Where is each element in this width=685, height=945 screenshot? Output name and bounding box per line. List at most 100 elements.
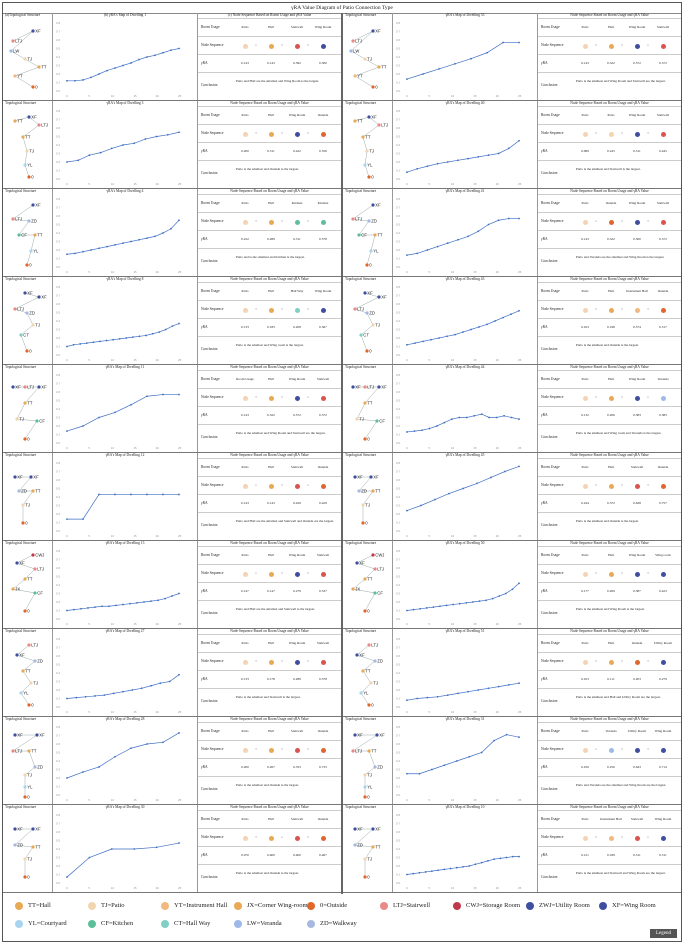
room-usage-label: Room Usage xyxy=(541,729,560,733)
conclusion-text: Patio and Hall are the smallest and Stai… xyxy=(236,607,315,611)
map-x-tick: 20 xyxy=(156,886,160,890)
topology-node-label: 0 xyxy=(27,436,30,441)
node-sequence-dot xyxy=(294,395,300,401)
map-point xyxy=(432,606,435,608)
gra-value: 0.143 xyxy=(241,413,249,417)
map-x-tick: 15 xyxy=(473,798,477,802)
legend-item: CWJ=Storage Room xyxy=(453,899,520,913)
node-sequence-dot xyxy=(268,219,274,225)
sequence-operator: < xyxy=(281,131,283,135)
map-y-tick: 0.5 xyxy=(56,487,61,491)
map-point xyxy=(412,872,415,875)
map-line xyxy=(406,42,519,80)
table-row: γRA 0.070 0.400 0.400 0.467 xyxy=(198,847,341,865)
topology-edge xyxy=(28,116,40,126)
map-y-tick: 0.6 xyxy=(396,126,401,130)
sequence-operator: = xyxy=(595,747,597,751)
map-x-tick: 10 xyxy=(111,270,115,274)
map-x-tick: 10 xyxy=(451,270,455,274)
map-point xyxy=(112,692,115,695)
room-usage-value: Patio xyxy=(241,465,249,469)
map-title: (b) γRA's Map of Dwelling 1 xyxy=(103,13,147,17)
map-x-tick: 5 xyxy=(428,886,430,890)
map-point xyxy=(82,250,84,253)
table-row: Node Sequence < < < xyxy=(538,301,681,319)
map-x-tick: 20 xyxy=(496,270,500,274)
gra-line-chart: 0.00.10.20.30.40.50.60.70.80 5 10 15 20 25 xyxy=(396,285,522,362)
map-title: γRA's Map of Dwelling 44 xyxy=(445,365,485,369)
map-point xyxy=(162,232,164,234)
topology-edge xyxy=(364,150,368,166)
map-title: γRA's Map of Dwelling 31 xyxy=(445,717,485,721)
map-title: γRA's Map of Dwelling 45 xyxy=(445,453,485,457)
topology-edge xyxy=(24,766,36,776)
node-sequence-dot xyxy=(242,483,248,489)
room-usage-value: Patio xyxy=(241,289,249,293)
map-point xyxy=(82,771,84,773)
map-point xyxy=(495,416,498,419)
topology-node xyxy=(13,74,17,78)
map-point xyxy=(430,870,433,872)
topology-node xyxy=(13,843,17,847)
topology-node-label: 0 xyxy=(29,262,32,267)
room-usage-value: Outside xyxy=(317,817,329,821)
map-point xyxy=(122,144,124,146)
room-usage-value: Instrument Hall xyxy=(600,817,622,821)
topology-node-label: LTJ xyxy=(37,566,44,571)
table-row: γRA 0.200 0.267 0.333 0.733 xyxy=(198,759,341,777)
map-title: γRA's Map of Dwelling 11 xyxy=(105,365,145,369)
topology-node-label: CT xyxy=(363,332,369,337)
map-y-tick: 0.3 xyxy=(396,768,401,772)
topology-node xyxy=(349,49,353,53)
room-usage-value: Outside xyxy=(317,113,329,117)
map-y-tick: 0.8 xyxy=(396,637,401,641)
topology-edge xyxy=(364,292,380,298)
room-usage-value: Stairwell xyxy=(290,465,304,469)
room-usage-value: Patio xyxy=(581,289,589,293)
node-sequence-dot xyxy=(660,307,666,313)
room-usage-value: Patio xyxy=(241,25,249,29)
map-point xyxy=(162,51,164,54)
legend-item: CT=Hall Way xyxy=(161,917,210,931)
map-x-tick: 15 xyxy=(473,358,477,362)
table-row: Node Sequence = < < xyxy=(538,741,681,759)
map-x-tick: 25 xyxy=(518,358,522,362)
map-line xyxy=(406,218,519,256)
map-point xyxy=(178,219,180,222)
topology-node xyxy=(355,561,359,565)
table-row: Conclusion Patio is the smallest and Wing… xyxy=(538,425,681,452)
map-cell: γRA's Map of Dwelling 40 0.0 0.1 0.2 0.3 0.4 0… xyxy=(393,101,538,188)
map-y-tick: 0.4 xyxy=(56,847,61,851)
room-usage-label: Room Usage xyxy=(541,113,560,117)
map-point xyxy=(422,73,424,75)
gra-value: 0.311 xyxy=(293,237,301,241)
map-x-tick: 0 xyxy=(406,622,408,626)
map-point xyxy=(122,64,124,67)
topology-node xyxy=(25,349,29,353)
gra-value: 0.178 xyxy=(267,677,275,681)
gra-value: 0.206 xyxy=(607,413,615,417)
topology-node-label: ZD xyxy=(377,658,383,663)
map-x-tick: 15 xyxy=(473,710,477,714)
map-y-tick: 0.1 xyxy=(396,609,401,613)
sequence-operator: < xyxy=(621,571,623,575)
room-usage-value: Veranda xyxy=(657,377,669,381)
topology-cell: Topological Structure XF XF LTJ TT ZD TJ YL 0 xyxy=(3,717,53,804)
dwelling-row: Topological Structure XF XF LTJ TT ZD TJ YL 0 γRA… xyxy=(3,717,341,805)
map-y-tick: 0.5 xyxy=(396,839,401,843)
map-point xyxy=(446,161,449,163)
table-title: Node Sequence Based on Room Usage and γR… xyxy=(538,717,681,723)
legend-label: LW=Veranda xyxy=(247,920,282,927)
map-point xyxy=(406,343,408,346)
legend-label: ZWJ=Utility Room xyxy=(539,902,590,909)
topology-edge xyxy=(352,218,370,222)
room-usage-label: Room Usage xyxy=(201,553,220,557)
map-y-tick: 0.1 xyxy=(56,609,61,613)
topology-node xyxy=(353,733,357,737)
topology-node xyxy=(33,659,37,663)
map-y-tick: 0.6 xyxy=(56,390,61,394)
topology-node-label: XF xyxy=(357,826,363,831)
map-y-tick: 0.7 xyxy=(56,470,61,474)
topology-node xyxy=(363,609,367,613)
room-usage-value: Stairwell xyxy=(316,377,330,381)
